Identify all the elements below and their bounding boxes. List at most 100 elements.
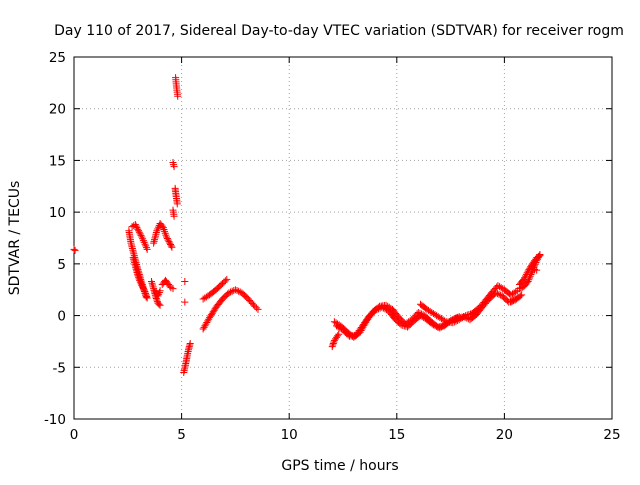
data-point: [516, 292, 524, 300]
data-point: [493, 290, 501, 298]
data-point: [164, 236, 172, 244]
data-point: [381, 305, 389, 313]
data-point: [228, 287, 236, 295]
x-tick-label: 20: [496, 427, 513, 443]
data-point: [428, 320, 436, 328]
data-point: [511, 295, 519, 303]
data-point: [373, 306, 381, 314]
data-point: [252, 304, 260, 312]
data-point: [463, 314, 471, 322]
x-axis-label: GPS time / hours: [281, 458, 398, 474]
data-point: [522, 270, 530, 278]
data-point: [140, 238, 148, 246]
data-point: [231, 286, 239, 294]
data-point: [524, 267, 532, 275]
data-point: [143, 245, 151, 253]
data-point: [134, 225, 142, 233]
data-point: [453, 315, 461, 323]
data-point: [168, 243, 176, 251]
data-point: [155, 290, 163, 298]
data-point: [429, 321, 437, 329]
data-point: [136, 230, 144, 238]
x-tick-label: 25: [603, 427, 620, 443]
data-point: [330, 338, 338, 346]
data-point: [170, 163, 178, 171]
data-point: [251, 302, 259, 310]
data-point: [249, 301, 257, 309]
data-point: [134, 272, 142, 280]
y-tick-label: 10: [49, 205, 66, 221]
data-point: [254, 305, 262, 313]
data-point: [156, 287, 164, 295]
data-point: [181, 277, 189, 285]
data-point: [186, 339, 194, 347]
y-tick-label: -10: [44, 412, 66, 428]
data-point: [455, 314, 463, 322]
data-point: [156, 301, 164, 309]
data-point: [431, 322, 439, 330]
data-point: [138, 282, 146, 290]
y-tick-label: 25: [49, 50, 66, 66]
data-point: [135, 228, 143, 236]
data-point: [536, 252, 544, 260]
data-point: [71, 246, 79, 254]
y-tick-label: 0: [57, 309, 66, 325]
data-point: [402, 322, 410, 330]
data-point: [142, 242, 150, 250]
x-tick-label: 0: [70, 427, 79, 443]
data-point: [523, 269, 531, 277]
data-point: [136, 278, 144, 286]
data-point: [143, 292, 151, 300]
data-point: [155, 300, 163, 308]
data-point: [149, 281, 157, 289]
data-point: [227, 288, 235, 296]
data-point: [153, 227, 161, 235]
data-point: [133, 270, 141, 278]
data-point: [163, 235, 171, 243]
data-point: [148, 279, 156, 287]
data-point: [523, 279, 531, 287]
x-tick-label: 10: [281, 427, 298, 443]
grid-layer: [74, 57, 612, 419]
data-point: [131, 221, 139, 229]
chart-title: Day 110 of 2017, Sidereal Day-to-day VTE…: [54, 23, 624, 39]
data-point: [449, 319, 457, 327]
x-tick-label: 5: [177, 427, 186, 443]
data-point: [181, 298, 189, 306]
data-point: [329, 339, 337, 347]
data-point: [518, 291, 526, 299]
data-point: [371, 306, 379, 314]
data-point: [139, 237, 147, 245]
data-point: [329, 341, 337, 349]
y-tick-label: 15: [49, 153, 66, 169]
data-point: [147, 277, 155, 285]
data-point: [344, 331, 352, 339]
data-point: [221, 277, 229, 285]
data-point: [136, 276, 144, 284]
data-point: [397, 321, 405, 329]
data-point: [139, 283, 147, 291]
data-point: [328, 343, 336, 351]
data-point: [460, 313, 468, 321]
data-point: [441, 317, 449, 325]
data-point: [520, 275, 528, 283]
data-point: [154, 292, 162, 300]
data-point: [495, 290, 503, 298]
data-point: [461, 313, 469, 321]
data-point: [141, 240, 149, 248]
data-point: [465, 311, 473, 319]
data-point: [137, 231, 145, 239]
data-point: [233, 286, 241, 294]
data-point: [399, 321, 407, 329]
data-point: [378, 303, 386, 311]
data-point: [135, 275, 143, 283]
data-point: [137, 280, 145, 288]
data-point: [173, 200, 181, 208]
data-point: [135, 273, 143, 281]
data-point: [512, 288, 520, 296]
data-point: [163, 233, 171, 241]
data-point: [167, 242, 175, 250]
x-tick-label: 15: [388, 427, 405, 443]
data-point: [142, 244, 150, 252]
